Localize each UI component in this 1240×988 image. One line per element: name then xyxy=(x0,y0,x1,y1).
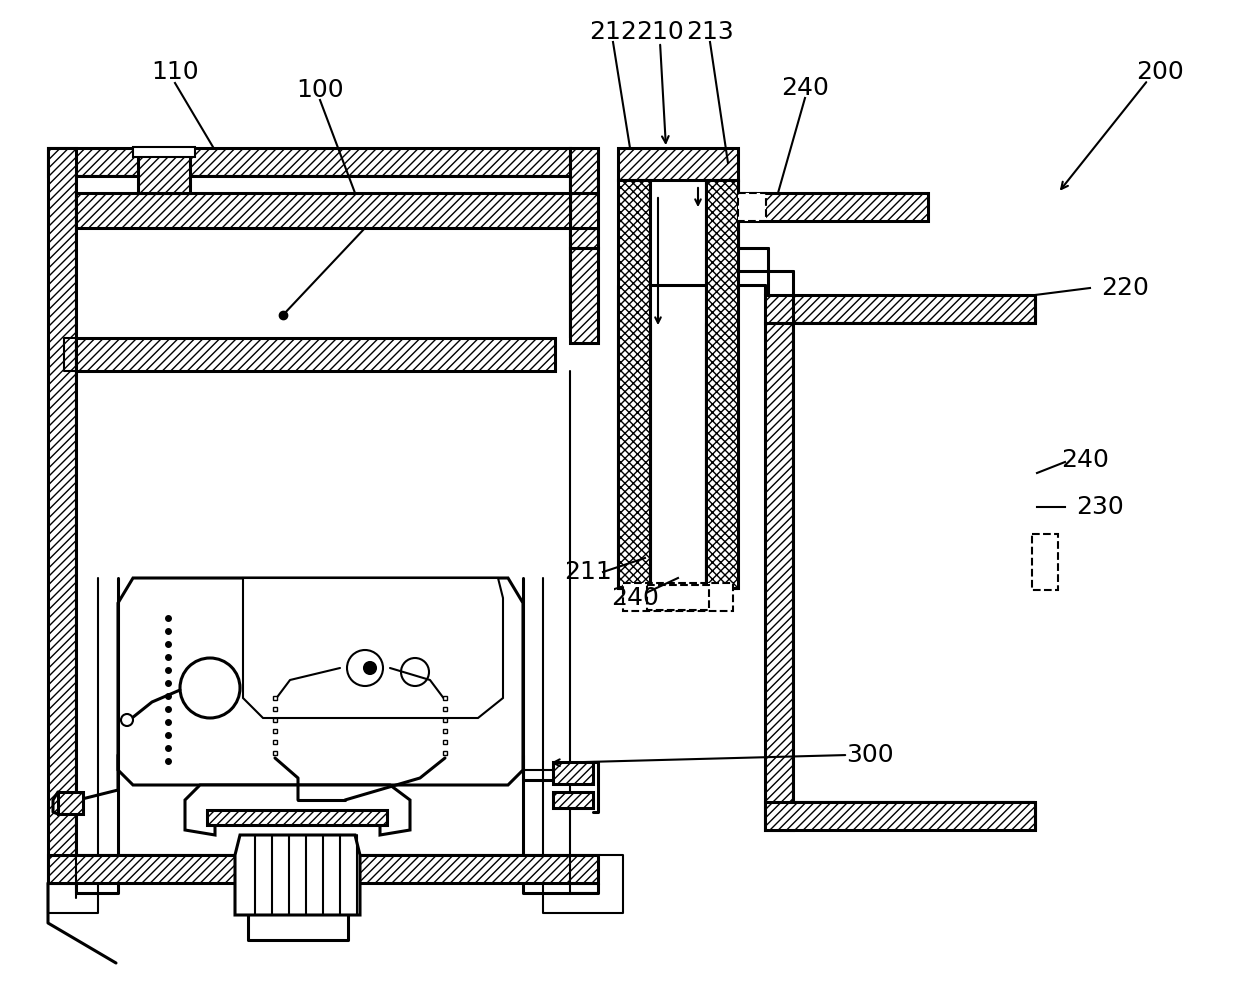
Polygon shape xyxy=(58,792,83,814)
Polygon shape xyxy=(76,338,556,371)
Polygon shape xyxy=(185,785,410,835)
Polygon shape xyxy=(138,155,190,193)
Polygon shape xyxy=(207,810,387,825)
Polygon shape xyxy=(622,583,733,611)
Polygon shape xyxy=(570,248,598,343)
Polygon shape xyxy=(765,323,794,830)
Text: 220: 220 xyxy=(1101,276,1149,300)
Polygon shape xyxy=(765,802,1035,830)
Polygon shape xyxy=(48,855,598,883)
Text: 230: 230 xyxy=(1076,495,1123,519)
Polygon shape xyxy=(243,578,503,718)
Text: 300: 300 xyxy=(846,743,894,767)
Polygon shape xyxy=(647,585,709,610)
Text: 100: 100 xyxy=(296,78,343,102)
Polygon shape xyxy=(738,193,928,221)
Polygon shape xyxy=(76,193,570,228)
Text: 110: 110 xyxy=(151,60,198,84)
Text: 213: 213 xyxy=(686,20,734,44)
Polygon shape xyxy=(553,792,593,808)
Polygon shape xyxy=(765,295,1035,323)
Text: 200: 200 xyxy=(1136,60,1184,84)
Circle shape xyxy=(365,662,376,674)
Text: 212: 212 xyxy=(589,20,637,44)
Polygon shape xyxy=(706,180,738,588)
Text: 210: 210 xyxy=(636,20,684,44)
Polygon shape xyxy=(48,148,570,176)
Polygon shape xyxy=(133,147,195,157)
Polygon shape xyxy=(553,762,593,784)
Text: 240: 240 xyxy=(611,586,658,610)
Circle shape xyxy=(180,658,241,718)
Polygon shape xyxy=(618,148,738,180)
Circle shape xyxy=(122,714,133,726)
Polygon shape xyxy=(618,180,650,588)
Polygon shape xyxy=(570,148,598,248)
Text: 240: 240 xyxy=(1061,448,1109,472)
Polygon shape xyxy=(118,578,523,785)
Polygon shape xyxy=(1032,534,1058,590)
Text: 211: 211 xyxy=(564,560,611,584)
Polygon shape xyxy=(236,835,360,915)
Polygon shape xyxy=(738,193,766,221)
Polygon shape xyxy=(48,148,76,883)
Text: 240: 240 xyxy=(781,76,828,100)
